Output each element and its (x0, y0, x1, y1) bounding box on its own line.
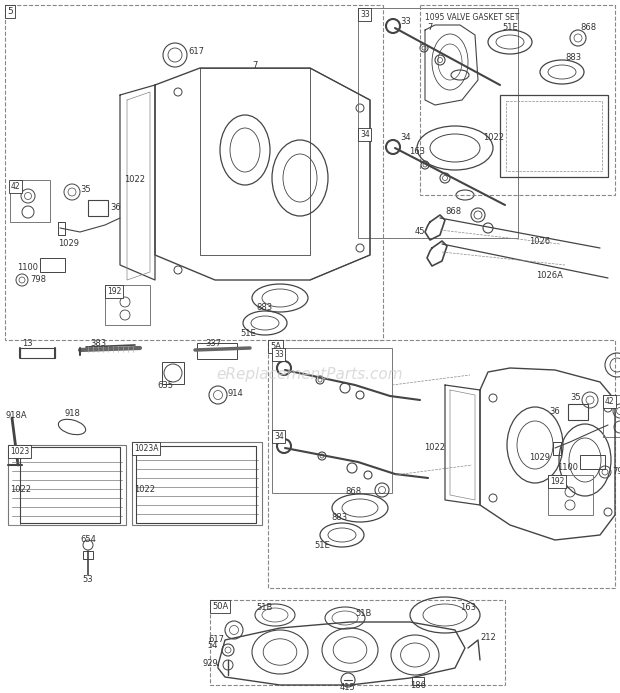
Text: 42: 42 (605, 397, 614, 406)
Text: 192: 192 (550, 477, 564, 486)
Text: 1026: 1026 (529, 238, 551, 247)
Text: 51E: 51E (502, 22, 518, 31)
Text: 914: 914 (228, 389, 244, 398)
Text: 5A: 5A (270, 342, 281, 351)
Bar (568, 404, 588, 420)
Text: 192: 192 (107, 287, 122, 296)
Bar (10, 180, 50, 222)
Text: 1022: 1022 (124, 175, 145, 184)
Bar (132, 442, 262, 525)
Text: 1022: 1022 (134, 486, 155, 495)
Text: 7: 7 (427, 24, 432, 33)
Bar (83, 551, 93, 559)
Text: 1095 VALVE GASKET SET: 1095 VALVE GASKET SET (425, 13, 520, 22)
Text: 35: 35 (80, 186, 91, 195)
Text: 51B: 51B (355, 608, 371, 617)
Text: 1023: 1023 (10, 447, 29, 456)
Text: 42: 42 (11, 182, 20, 191)
Bar (358, 8, 518, 238)
Text: 163: 163 (460, 602, 476, 611)
Text: 868: 868 (346, 487, 362, 496)
Text: 868: 868 (580, 22, 596, 31)
Text: 34: 34 (400, 134, 410, 143)
Text: 798: 798 (612, 468, 620, 477)
Text: 212: 212 (480, 633, 496, 642)
Bar (40, 258, 65, 272)
Text: 1026A: 1026A (536, 270, 564, 279)
Text: 51B: 51B (257, 604, 273, 613)
Bar (580, 455, 605, 469)
Text: 186: 186 (410, 681, 426, 690)
Bar (506, 101, 602, 171)
Text: 1022: 1022 (483, 134, 504, 143)
Bar (8, 445, 126, 525)
Bar (412, 677, 424, 685)
Text: 35: 35 (570, 394, 581, 403)
Text: 883: 883 (256, 304, 272, 313)
Bar (500, 95, 608, 177)
Text: 635: 635 (157, 380, 173, 389)
Bar (197, 343, 237, 359)
Text: 918A: 918A (5, 410, 27, 419)
Text: 1100: 1100 (17, 263, 38, 272)
Text: 36: 36 (110, 204, 121, 213)
Text: 617: 617 (188, 48, 204, 57)
Text: 5: 5 (7, 7, 13, 16)
Text: 51E: 51E (240, 328, 256, 337)
Bar (272, 348, 392, 493)
Bar (5, 5, 383, 340)
Bar (105, 285, 150, 325)
Text: 617: 617 (208, 635, 224, 644)
Text: 383: 383 (90, 338, 106, 347)
Text: 50A: 50A (212, 602, 228, 611)
Text: 918: 918 (64, 410, 80, 419)
Text: 798: 798 (30, 276, 46, 285)
Text: 883: 883 (565, 53, 581, 62)
Text: 45: 45 (415, 227, 425, 236)
Text: 415: 415 (340, 683, 356, 692)
Text: 1022: 1022 (10, 486, 31, 495)
Text: 33: 33 (400, 17, 410, 26)
Text: 33: 33 (274, 350, 284, 359)
Text: 7: 7 (252, 60, 258, 69)
Bar (210, 600, 505, 685)
Text: 36: 36 (549, 407, 560, 416)
Bar (88, 200, 108, 216)
Text: 1029: 1029 (529, 453, 550, 462)
Text: 1023A: 1023A (134, 444, 159, 453)
Text: 1029: 1029 (58, 238, 79, 247)
Text: 868: 868 (446, 207, 462, 216)
Bar (162, 362, 184, 384)
Text: 51E: 51E (314, 541, 330, 550)
Bar (548, 475, 593, 515)
Text: 33: 33 (360, 10, 370, 19)
Bar (268, 340, 615, 588)
Bar (420, 5, 615, 195)
Text: 1022: 1022 (424, 444, 445, 453)
Text: eReplacementParts.com: eReplacementParts.com (216, 367, 404, 382)
Text: 13: 13 (22, 338, 33, 347)
Text: 163: 163 (409, 148, 425, 157)
Text: 929: 929 (202, 658, 218, 667)
Text: 883: 883 (332, 514, 348, 523)
Bar (603, 395, 620, 437)
Text: 53: 53 (82, 575, 94, 584)
Text: 34: 34 (360, 130, 370, 139)
Text: 1100: 1100 (557, 464, 578, 473)
Text: 654: 654 (80, 536, 96, 545)
Text: 34: 34 (274, 432, 284, 441)
Text: 54: 54 (208, 640, 218, 649)
Text: 337: 337 (205, 338, 221, 347)
